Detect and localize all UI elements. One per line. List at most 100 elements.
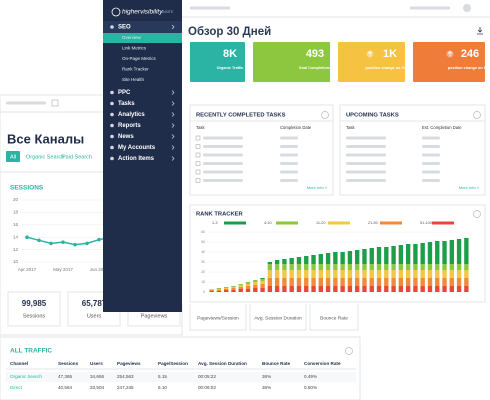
bar-segment [355, 250, 360, 264]
bar-segment [435, 270, 440, 278]
help-icon[interactable] [321, 111, 329, 119]
bar-segment [311, 255, 316, 264]
bar-segment [413, 278, 418, 286]
bar-segment [224, 287, 229, 288]
bar-segment [267, 270, 273, 278]
menu-item[interactable]: PPC [118, 90, 131, 96]
tab[interactable]: All [10, 154, 16, 160]
help-icon[interactable] [473, 210, 481, 218]
menu-item[interactable]: Reports [118, 123, 141, 129]
bar-segment [398, 286, 404, 292]
bar-segment [376, 270, 382, 278]
bar-segment [289, 264, 294, 270]
table-title: ALL TRAFFIC [10, 348, 52, 355]
bar-segment [282, 286, 287, 292]
blurred-text [346, 145, 386, 148]
bar-segment [267, 264, 273, 270]
stat-box [189, 299, 247, 331]
submenu-item[interactable]: Link Metrics [122, 46, 147, 51]
menu-icon [110, 134, 114, 139]
bar-segment [238, 284, 243, 285]
bar-segment [238, 285, 243, 287]
bar-segment [325, 278, 331, 286]
submenu-item[interactable]: Overview [122, 35, 142, 40]
tab[interactable]: Paid Search [62, 154, 92, 160]
column-header: Conversion Rate [304, 361, 341, 366]
channel-link[interactable]: Direct [10, 385, 23, 390]
bar-segment [391, 264, 396, 270]
logo: highervisibility [122, 9, 163, 16]
bar-segment [267, 262, 273, 264]
bar-segment [224, 288, 229, 289]
menu-item[interactable]: Tasks [118, 101, 135, 107]
bar-segment [464, 286, 469, 292]
bar-segment [325, 286, 331, 292]
more-link[interactable]: More Info » [459, 185, 480, 190]
icon [51, 99, 59, 107]
logo-sub: INSITE [162, 10, 174, 14]
bar-segment [464, 278, 469, 286]
y-tick-label: 18 [13, 210, 19, 215]
bar-segment [274, 260, 280, 264]
bar-segment [347, 286, 353, 292]
menu-item[interactable]: Action Items [118, 156, 155, 162]
bar-segment [420, 286, 425, 292]
chevron [171, 156, 175, 161]
table-cell: 0.49% [304, 374, 317, 379]
menu-item[interactable]: SEO [118, 25, 131, 31]
submenu-item[interactable]: Site Health [122, 77, 145, 82]
help-icon[interactable] [473, 111, 481, 119]
y-tick-label: 14 [13, 234, 19, 239]
bar-segment [216, 290, 222, 291]
submenu-item[interactable]: Rank Tracker [122, 67, 149, 72]
point [73, 242, 77, 247]
tab[interactable]: Organic Search [26, 154, 64, 160]
table-cell: 00:06:02 [198, 385, 216, 390]
bar-segment [282, 278, 287, 286]
bar-segment [296, 286, 302, 292]
more-link[interactable]: More Info » [307, 185, 328, 190]
bar-segment [413, 286, 418, 292]
channel-link[interactable]: Organic Search [10, 374, 42, 379]
bar-segment [260, 281, 265, 284]
stat-value: 65,787 [82, 299, 107, 308]
help-icon[interactable] [345, 347, 353, 355]
menu-item[interactable]: My Accounts [118, 145, 156, 151]
chart-title: SESSIONS [10, 185, 44, 192]
menu-item[interactable]: News [118, 134, 134, 140]
kpi-value: 8K [223, 48, 237, 60]
user-icon [463, 4, 471, 12]
y-tick-label: 20 [201, 270, 205, 274]
menu-icon [110, 101, 114, 106]
bar-segment [391, 278, 396, 286]
point [97, 237, 101, 242]
submenu-item[interactable]: On-Page Metrics [122, 56, 157, 61]
bar-segment [427, 278, 433, 286]
bar-segment [456, 286, 462, 292]
bar-segment [304, 264, 309, 270]
bar-segment [340, 278, 345, 286]
bar-segment [435, 278, 440, 286]
legend-swatch [432, 221, 454, 225]
bar-segment [362, 270, 367, 278]
blurred-text [280, 162, 298, 165]
menu-item[interactable]: Analytics [118, 112, 145, 118]
x-tick-label: Apr 2017 [18, 267, 37, 272]
bar-segment [340, 270, 345, 278]
bar-segment [355, 264, 360, 270]
column-header: Completion Date [280, 125, 312, 130]
bar-segment [311, 270, 316, 278]
kpi-label: position change on Bing [448, 66, 490, 70]
bar-segment [333, 286, 338, 292]
table-cell: 36% [262, 385, 271, 390]
bar-segment [347, 270, 353, 278]
bar-segment [325, 264, 331, 270]
column-header: Users [90, 361, 103, 366]
bar-segment [369, 270, 374, 278]
bar-segment [435, 241, 440, 264]
chevron [171, 90, 175, 95]
bar-segment [216, 291, 222, 292]
bar-segment [296, 264, 302, 270]
bar-segment [456, 278, 462, 286]
blurred-text [422, 153, 440, 157]
